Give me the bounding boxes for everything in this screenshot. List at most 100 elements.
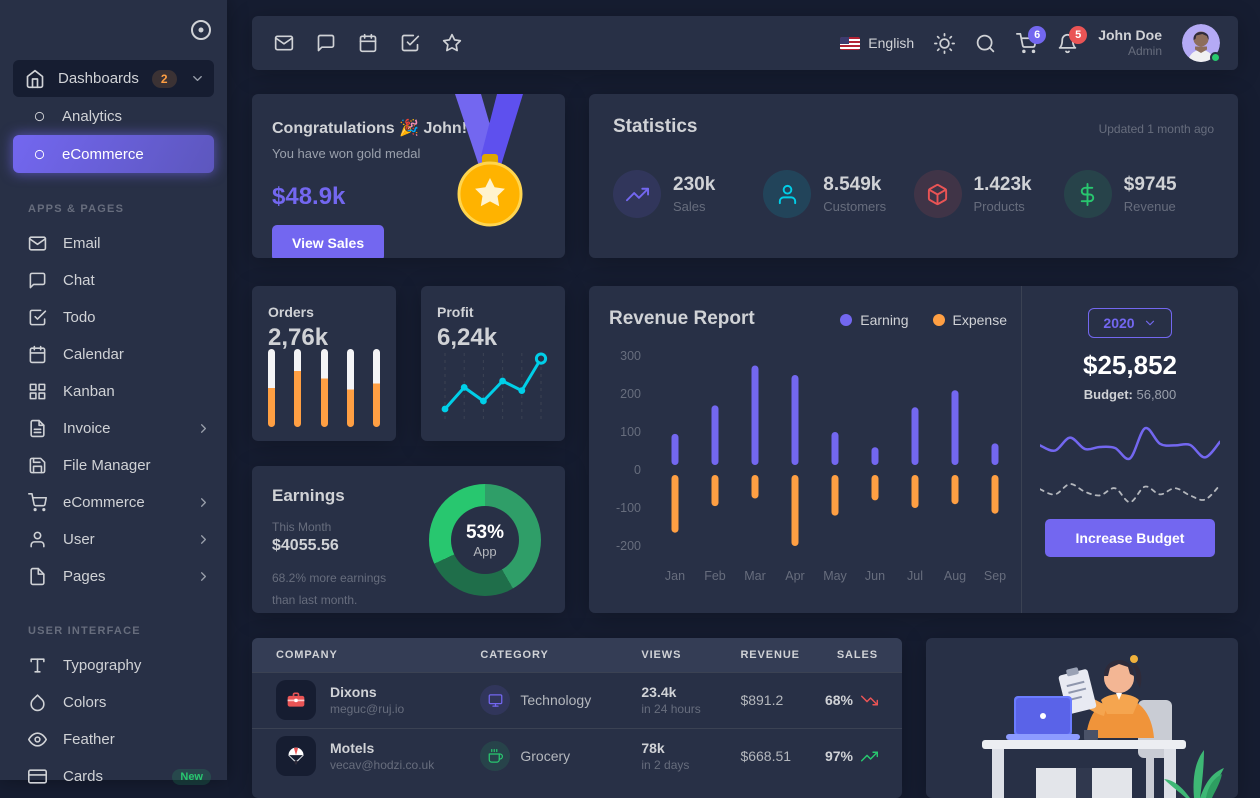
sidebar-item-pages[interactable]: Pages <box>0 558 227 595</box>
sidebar-item-label: Pages <box>63 568 106 585</box>
sidebar-section-title: APPS & PAGES <box>28 203 125 215</box>
sidebar-item-feather[interactable]: Feather <box>0 721 227 758</box>
calendar-icon[interactable] <box>358 33 378 53</box>
svg-text:100: 100 <box>620 425 641 439</box>
sidebar-collapse-toggle[interactable] <box>189 18 213 42</box>
sidebar-item-ecommerce[interactable]: eCommerce <box>13 135 214 173</box>
circle-icon <box>34 149 45 160</box>
sidebar-item-label: Feather <box>63 731 115 748</box>
notifications-button[interactable]: 5 <box>1057 25 1088 54</box>
company-name: Motels <box>330 740 375 757</box>
sidebar-item-calendar[interactable]: Calendar <box>0 336 227 373</box>
new-badge: New <box>172 768 211 785</box>
chevron-right-icon <box>196 532 211 547</box>
save-icon <box>28 456 47 475</box>
earnings-card: Earnings This Month $4055.56 68.2% more … <box>252 466 565 613</box>
company-table: COMPANY CATEGORY VIEWS REVENUE SALES Dixons m… <box>252 638 902 784</box>
sidebar-item-ecommerce[interactable]: eCommerce <box>0 484 227 521</box>
svg-text:300: 300 <box>620 349 641 363</box>
table-row-motels: Motels vecav@hodzi.co.uk Grocery 78k in 2 da… <box>252 727 902 784</box>
sidebar-item-chat[interactable]: Chat <box>0 262 227 299</box>
user-avatar[interactable] <box>1182 24 1221 63</box>
credit-card-icon <box>28 767 47 786</box>
category-label: Technology <box>520 692 592 708</box>
budget-panel: 2020 $25,852 Budget: 56,800 Increase Bud… <box>1021 286 1238 613</box>
company-name: Dixons <box>330 684 377 700</box>
year-select[interactable]: 2020 <box>1088 308 1172 338</box>
chevron-down-icon <box>1143 316 1157 330</box>
svg-text:-100: -100 <box>616 501 641 515</box>
legend-expense[interactable]: Expense <box>932 312 1007 328</box>
profit-value: 6,24k <box>437 324 498 351</box>
congratulations-card: Congratulations 🎉 John! You have won gol… <box>252 94 565 258</box>
sidebar-item-email[interactable]: Email <box>0 225 227 262</box>
illustration-card <box>926 638 1238 798</box>
chevron-right-icon <box>196 421 211 436</box>
sales-value: 68% <box>824 692 853 708</box>
orders-bar <box>373 349 380 427</box>
earnings-donut-chart: 53% App <box>429 484 541 596</box>
circle-icon <box>34 111 45 122</box>
svg-text:Apr: Apr <box>785 569 804 583</box>
svg-text:-200: -200 <box>616 539 641 553</box>
earnings-amount: $4055.56 <box>272 537 339 554</box>
budget-sparkline <box>1038 426 1222 504</box>
star-icon[interactable] <box>442 33 462 53</box>
stat-label: Revenue <box>1123 199 1176 214</box>
svg-text:Jan: Jan <box>665 569 685 583</box>
congrats-subtitle: You have won gold medal <box>272 146 421 161</box>
notification-count-badge: 5 <box>1069 25 1088 44</box>
trending-up-icon <box>613 170 661 218</box>
views-value: 23.4k <box>641 684 677 700</box>
shopping-cart-icon <box>1016 32 1038 54</box>
check-square-icon[interactable] <box>400 33 420 53</box>
sidebar-item-file-manager[interactable]: File Manager <box>0 447 227 484</box>
earnings-title: Earnings <box>272 486 345 505</box>
mail-icon[interactable] <box>274 33 294 53</box>
calendar-icon <box>28 345 47 364</box>
record-circle-icon <box>189 18 213 42</box>
sidebar-item-invoice[interactable]: Invoice <box>0 410 227 447</box>
sidebar-item-todo[interactable]: Todo <box>0 299 227 336</box>
svg-text:May: May <box>823 569 847 583</box>
orders-label: Orders <box>268 304 314 320</box>
us-flag-icon <box>840 36 861 50</box>
cart-button[interactable]: 6 <box>1016 25 1047 54</box>
views-value: 78k <box>641 740 665 757</box>
sidebar-item-analytics[interactable]: Analytics <box>0 97 227 135</box>
sidebar-item-dashboards[interactable]: Dashboards 2 <box>13 60 214 97</box>
box-icon <box>913 170 962 218</box>
sidebar-item-label: Chat <box>63 272 95 289</box>
revenue-bar-chart: 300 200 100 0 -100 -200 Jan Feb Mar Apr May Jun Jul A… <box>616 349 1006 583</box>
user-icon <box>28 530 47 549</box>
statistics-row: 230k Sales 8.549k Customers 1.423k Products $9… <box>613 170 1214 218</box>
stat-label: Products <box>973 199 1025 214</box>
sidebar-item-kanban[interactable]: Kanban <box>0 373 227 410</box>
revenue-legend: Earning Expense <box>840 312 1007 328</box>
svg-text:Aug: Aug <box>944 569 966 583</box>
budget-line: Budget: 56,800 <box>1022 387 1238 402</box>
legend-earning[interactable]: Earning <box>840 312 909 328</box>
message-square-icon[interactable] <box>316 33 336 53</box>
budget-value: 56,800 <box>1136 387 1177 402</box>
mail-icon <box>28 234 47 253</box>
search-button[interactable] <box>975 33 996 54</box>
increase-budget-button[interactable]: Increase Budget <box>1045 519 1215 557</box>
sidebar-item-user[interactable]: User <box>0 521 227 558</box>
language-selector[interactable]: English <box>840 35 914 51</box>
sidebar-item-label: Colors <box>63 694 107 711</box>
orders-bar <box>268 349 275 427</box>
legend-expense-label: Expense <box>952 312 1007 328</box>
sidebar-item-colors[interactable]: Colors <box>0 684 227 721</box>
stat-label: Sales <box>673 199 706 214</box>
sidebar-item-typography[interactable]: Typography <box>0 647 227 684</box>
column-header-revenue: REVENUE <box>730 638 815 672</box>
sidebar-item-cards[interactable]: Cards New <box>0 758 227 795</box>
orders-card: Orders 2,76k <box>252 286 396 441</box>
view-sales-button[interactable]: View Sales <box>272 225 385 258</box>
monitor-icon <box>480 685 511 715</box>
sidebar-item-label: eCommerce <box>62 145 144 163</box>
sidebar-item-label: Invoice <box>63 420 111 437</box>
user-menu[interactable]: John Doe Admin <box>1098 27 1162 60</box>
theme-toggle[interactable] <box>934 32 956 54</box>
